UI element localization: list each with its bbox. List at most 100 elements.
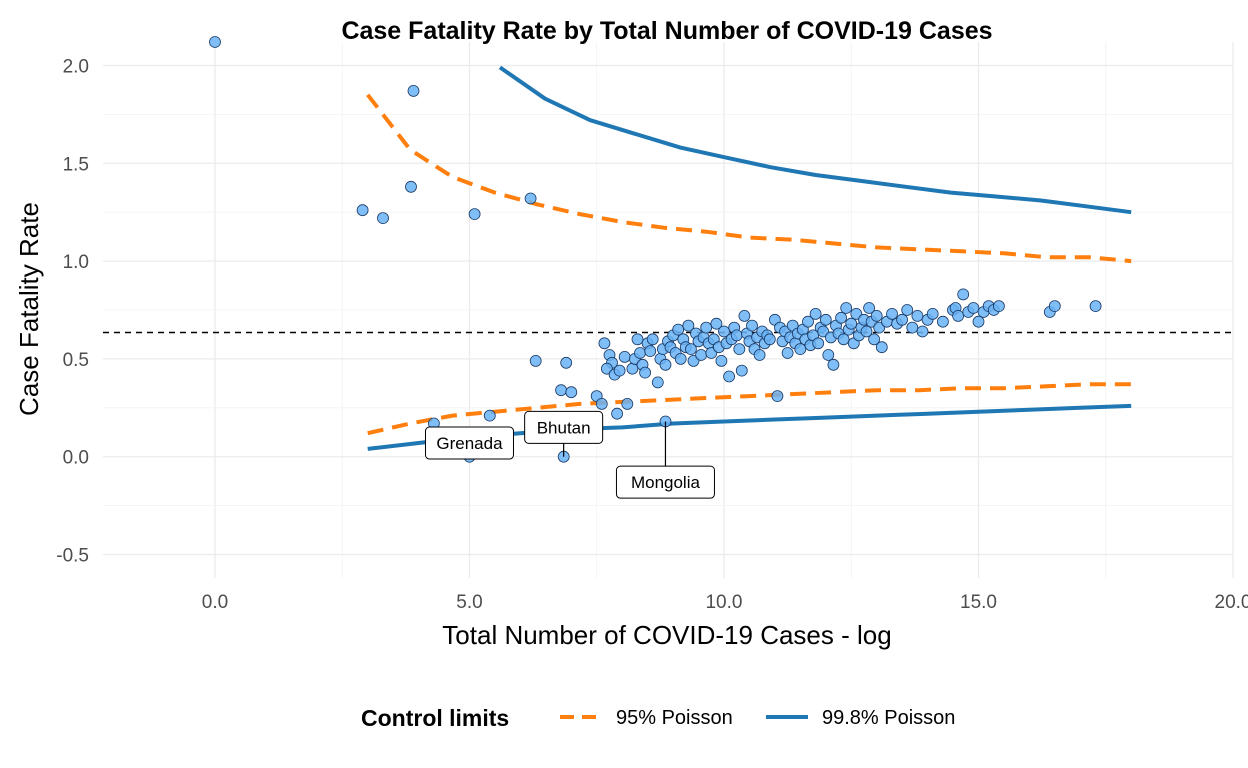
data-point: [639, 366, 651, 379]
data-point: [356, 204, 369, 217]
data-point: [809, 307, 822, 320]
data-point: [555, 384, 567, 397]
data-point: [377, 212, 389, 225]
data-point: [651, 376, 664, 389]
y-tick-label: 0.5: [63, 350, 89, 371]
data-point: [611, 407, 623, 420]
annotations-layer: Grenada Bhutan Mongolia: [424, 410, 715, 499]
x-tick-label: 20.0: [1215, 592, 1248, 613]
data-point: [837, 333, 850, 346]
data-point: [735, 364, 748, 377]
points-layer: [209, 36, 1102, 463]
data-point: [695, 349, 707, 361]
x-axis-title: Total Number of COVID-19 Cases - log: [442, 620, 891, 650]
data-point: [209, 36, 221, 48]
x-tick-label: 10.0: [705, 592, 742, 613]
control-limits-layer: [366, 65, 1132, 451]
data-point: [860, 325, 873, 338]
data-point: [875, 341, 888, 354]
data-point: [659, 358, 672, 371]
data-point: [952, 309, 964, 322]
control-limit-upper-99-8-poisson: [498, 65, 1132, 215]
data-point: [763, 333, 776, 346]
data-point: [937, 315, 949, 328]
legend-label-99-8-poisson: 99.8% Poisson: [822, 707, 955, 729]
data-point: [746, 319, 758, 332]
data-point: [468, 208, 481, 221]
data-point: [926, 307, 939, 320]
data-point: [710, 317, 723, 330]
annotation-label-mongolia: Mongolia: [631, 473, 701, 492]
y-axis-title: Case Fatality Rate: [14, 202, 44, 416]
data-point: [819, 313, 832, 326]
x-tick-label: 0.0: [202, 592, 228, 613]
data-point: [700, 321, 713, 334]
control-limit-lower-95-poisson: [367, 382, 1132, 436]
data-point: [682, 319, 695, 332]
data-point: [916, 325, 929, 338]
data-point: [646, 333, 659, 346]
annotation-label-grenada: Grenada: [436, 434, 503, 453]
data-point: [560, 356, 573, 369]
data-point: [835, 311, 847, 324]
data-point: [738, 309, 751, 322]
data-point: [613, 364, 626, 377]
x-tick-label: 5.0: [456, 592, 482, 613]
chart-title: Case Fatality Rate by Total Number of CO…: [341, 17, 992, 45]
data-point: [483, 409, 496, 422]
data-point: [733, 343, 746, 356]
legend-title: Control limits: [361, 705, 509, 731]
y-tick-label: -0.5: [56, 546, 89, 567]
y-tick-label: 1.0: [63, 252, 89, 273]
data-point: [405, 180, 417, 193]
data-point: [863, 302, 875, 314]
legend-label-95-poisson: 95% Poisson: [616, 707, 733, 729]
data-point: [771, 390, 784, 403]
data-point: [595, 397, 608, 410]
data-point: [840, 302, 853, 314]
y-tick-label: 2.0: [63, 56, 89, 77]
data-point: [972, 315, 985, 328]
data-point: [845, 317, 858, 330]
data-point: [631, 333, 644, 346]
data-point: [718, 325, 730, 338]
annotation-label-bhutan: Bhutan: [537, 418, 591, 437]
data-point: [634, 347, 646, 359]
data-point: [621, 397, 634, 410]
data-point: [753, 349, 766, 361]
x-axis-ticks: 0.0 5.0 10.0 15.0 20.0: [202, 592, 1248, 613]
data-point: [644, 345, 657, 358]
data-point: [1048, 300, 1061, 313]
data-point: [618, 350, 631, 363]
data-point: [906, 321, 919, 334]
control-limit-upper-95-poisson: [366, 93, 1132, 264]
data-point: [781, 347, 794, 359]
data-point: [886, 307, 898, 320]
data-point: [896, 313, 908, 326]
data-point: [524, 192, 537, 205]
data-point: [822, 349, 835, 361]
data-point: [1089, 300, 1102, 313]
data-point: [827, 358, 840, 371]
y-tick-label: 0.0: [63, 448, 89, 469]
y-axis-ticks: -0.5 0.0 0.5 1.0 1.5 2.0: [56, 56, 89, 566]
data-point: [794, 343, 807, 356]
annotation-box-mongolia: [615, 465, 715, 499]
data-point: [901, 304, 914, 316]
data-point: [730, 329, 743, 342]
data-point: [868, 333, 880, 346]
data-point: [715, 354, 728, 367]
data-point: [407, 85, 420, 97]
data-point: [723, 370, 735, 383]
data-point: [957, 288, 970, 301]
data-point: [967, 302, 980, 314]
data-point: [911, 309, 924, 322]
x-tick-label: 15.0: [960, 592, 997, 613]
data-point: [870, 309, 883, 322]
data-point: [598, 337, 611, 350]
legend: Control limits 95% Poisson 99.8% Poisson: [361, 705, 955, 731]
annotation-box-grenada: [424, 426, 514, 460]
data-point: [685, 343, 697, 356]
y-tick-label: 1.5: [63, 154, 89, 175]
